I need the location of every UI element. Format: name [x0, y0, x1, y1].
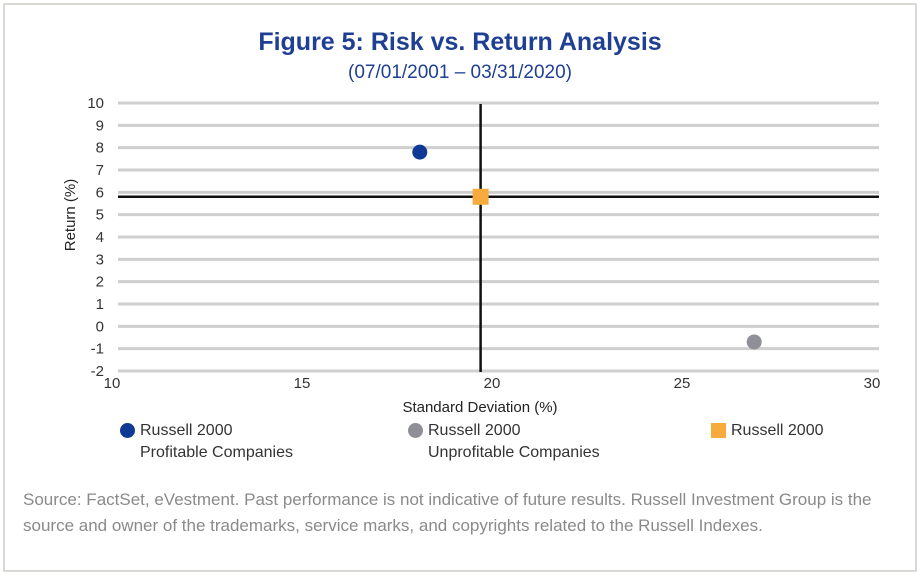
chart-frame: [3, 3, 917, 572]
y-tick-label: 3: [96, 251, 104, 268]
chart-subtitle: (07/01/2001 – 03/31/2020): [348, 62, 572, 83]
legend-label: Russell 2000: [140, 422, 233, 439]
legend-marker-circle-blue: [120, 423, 135, 438]
legend-label-line2: Profitable Companies: [140, 444, 293, 461]
y-tick-label: 9: [96, 117, 104, 134]
legend-label-line2: Unprofitable Companies: [428, 444, 600, 461]
y-tick-label: 4: [96, 229, 104, 246]
x-tick-label: 20: [484, 375, 501, 392]
legend-label: Russell 2000: [428, 422, 521, 439]
x-tick-label: 15: [294, 375, 311, 392]
data-point-square: [472, 188, 489, 205]
y-tick-label: -2: [91, 363, 104, 380]
y-tick-label: 5: [96, 207, 104, 224]
legend-item-russell-2000: Russell 2000: [711, 420, 824, 442]
legend-label: Russell 2000: [731, 422, 824, 439]
y-tick-label: 1: [96, 296, 104, 313]
y-tick-label: 0: [96, 318, 104, 335]
y-tick-label: 10: [87, 95, 104, 112]
y-tick-label: -1: [91, 341, 104, 358]
legend-item-unprofitable: Russell 2000 Unprofitable Companies: [408, 420, 600, 464]
y-axis-label: Return (%): [62, 179, 79, 252]
legend-marker-square-orange: [711, 423, 726, 438]
x-axis-label: Standard Deviation (%): [402, 399, 557, 416]
y-tick-label: 7: [96, 162, 104, 179]
source-note: Source: FactSet, eVestment. Past perform…: [23, 490, 872, 535]
chart-title: Figure 5: Risk vs. Return Analysis: [258, 28, 662, 56]
data-point-circle: [412, 144, 428, 160]
y-tick-label: 8: [96, 140, 104, 157]
data-point-circle: [746, 334, 762, 350]
legend-item-profitable: Russell 2000 Profitable Companies: [120, 420, 293, 464]
y-tick-label: 6: [96, 184, 104, 201]
x-tick-label: 10: [104, 375, 121, 392]
x-tick-label: 30: [864, 375, 881, 392]
y-tick-label: 2: [96, 274, 104, 291]
x-tick-label: 25: [674, 375, 691, 392]
legend-marker-circle-gray: [408, 423, 423, 438]
